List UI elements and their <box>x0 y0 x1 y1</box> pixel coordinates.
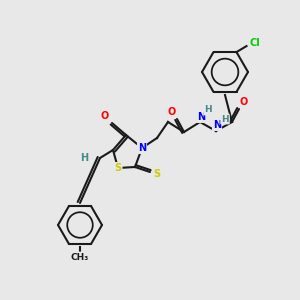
Text: N: N <box>197 112 205 122</box>
Text: O: O <box>168 107 176 117</box>
Text: H: H <box>80 153 88 163</box>
Text: S: S <box>114 163 122 173</box>
Text: O: O <box>101 111 109 121</box>
Text: CH₃: CH₃ <box>71 253 89 262</box>
Text: O: O <box>240 97 248 107</box>
Text: N: N <box>138 143 146 153</box>
Text: H: H <box>204 106 212 115</box>
Text: Cl: Cl <box>249 38 260 48</box>
Text: H: H <box>221 115 229 124</box>
Text: S: S <box>153 169 161 179</box>
Text: N: N <box>213 120 221 130</box>
